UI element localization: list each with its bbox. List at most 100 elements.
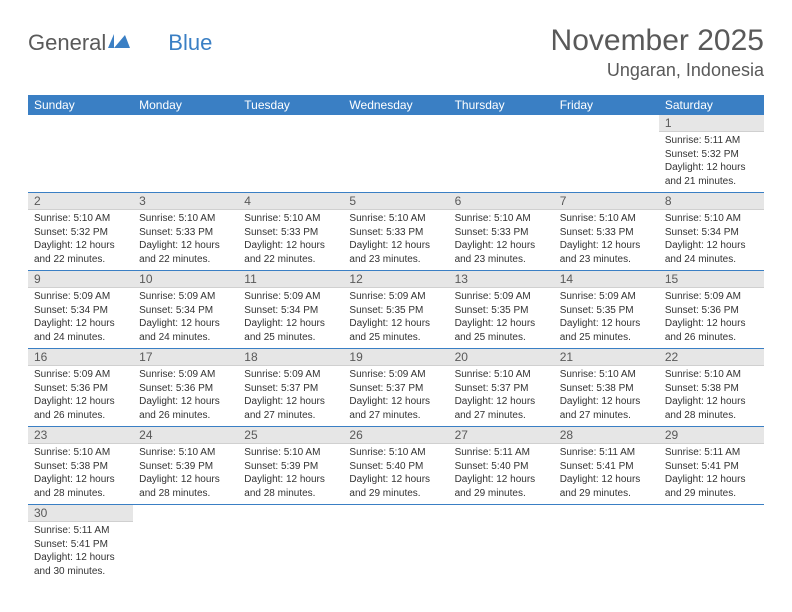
calendar-cell xyxy=(343,115,448,193)
weekday-header: Tuesday xyxy=(238,95,343,115)
day-number: 30 xyxy=(28,505,133,522)
day-body: Sunrise: 5:09 AMSunset: 5:36 PMDaylight:… xyxy=(133,366,238,426)
weekday-header: Friday xyxy=(554,95,659,115)
day-number: 27 xyxy=(449,427,554,444)
day-number: 9 xyxy=(28,271,133,288)
calendar-cell: 5Sunrise: 5:10 AMSunset: 5:33 PMDaylight… xyxy=(343,193,448,271)
day-body: Sunrise: 5:11 AMSunset: 5:40 PMDaylight:… xyxy=(449,444,554,504)
title-block: November 2025 Ungaran, Indonesia xyxy=(551,24,764,81)
day-number: 11 xyxy=(238,271,343,288)
day-number: 5 xyxy=(343,193,448,210)
day-body: Sunrise: 5:10 AMSunset: 5:33 PMDaylight:… xyxy=(343,210,448,270)
day-body: Sunrise: 5:10 AMSunset: 5:38 PMDaylight:… xyxy=(28,444,133,504)
flag-icon xyxy=(108,30,130,56)
day-number: 2 xyxy=(28,193,133,210)
weekday-header: Thursday xyxy=(449,95,554,115)
calendar-cell xyxy=(133,115,238,193)
weekday-header-row: Sunday Monday Tuesday Wednesday Thursday… xyxy=(28,95,764,115)
day-body: Sunrise: 5:10 AMSunset: 5:34 PMDaylight:… xyxy=(659,210,764,270)
day-number: 10 xyxy=(133,271,238,288)
day-number: 7 xyxy=(554,193,659,210)
day-number: 29 xyxy=(659,427,764,444)
day-body: Sunrise: 5:09 AMSunset: 5:35 PMDaylight:… xyxy=(554,288,659,348)
day-body: Sunrise: 5:09 AMSunset: 5:34 PMDaylight:… xyxy=(28,288,133,348)
calendar-cell xyxy=(343,505,448,583)
location: Ungaran, Indonesia xyxy=(551,60,764,81)
day-number: 1 xyxy=(659,115,764,132)
calendar-cell xyxy=(554,115,659,193)
day-number: 4 xyxy=(238,193,343,210)
day-body: Sunrise: 5:10 AMSunset: 5:33 PMDaylight:… xyxy=(238,210,343,270)
logo-text-general: General xyxy=(28,30,106,56)
calendar-cell: 10Sunrise: 5:09 AMSunset: 5:34 PMDayligh… xyxy=(133,271,238,349)
day-body: Sunrise: 5:10 AMSunset: 5:39 PMDaylight:… xyxy=(238,444,343,504)
calendar-cell xyxy=(238,505,343,583)
calendar-cell: 8Sunrise: 5:10 AMSunset: 5:34 PMDaylight… xyxy=(659,193,764,271)
day-body: Sunrise: 5:10 AMSunset: 5:33 PMDaylight:… xyxy=(133,210,238,270)
calendar-cell: 24Sunrise: 5:10 AMSunset: 5:39 PMDayligh… xyxy=(133,427,238,505)
calendar-cell: 17Sunrise: 5:09 AMSunset: 5:36 PMDayligh… xyxy=(133,349,238,427)
month-title: November 2025 xyxy=(551,24,764,58)
calendar-cell: 3Sunrise: 5:10 AMSunset: 5:33 PMDaylight… xyxy=(133,193,238,271)
day-body: Sunrise: 5:11 AMSunset: 5:41 PMDaylight:… xyxy=(554,444,659,504)
day-body: Sunrise: 5:10 AMSunset: 5:32 PMDaylight:… xyxy=(28,210,133,270)
calendar-row: 9Sunrise: 5:09 AMSunset: 5:34 PMDaylight… xyxy=(28,271,764,349)
calendar-cell: 6Sunrise: 5:10 AMSunset: 5:33 PMDaylight… xyxy=(449,193,554,271)
day-body: Sunrise: 5:10 AMSunset: 5:40 PMDaylight:… xyxy=(343,444,448,504)
day-number: 21 xyxy=(554,349,659,366)
weekday-header: Sunday xyxy=(28,95,133,115)
day-number: 3 xyxy=(133,193,238,210)
day-body: Sunrise: 5:10 AMSunset: 5:38 PMDaylight:… xyxy=(554,366,659,426)
calendar-cell: 2Sunrise: 5:10 AMSunset: 5:32 PMDaylight… xyxy=(28,193,133,271)
day-number: 17 xyxy=(133,349,238,366)
weekday-header: Saturday xyxy=(659,95,764,115)
logo-text-blue: Blue xyxy=(168,30,212,56)
calendar-cell: 4Sunrise: 5:10 AMSunset: 5:33 PMDaylight… xyxy=(238,193,343,271)
day-number: 18 xyxy=(238,349,343,366)
calendar-cell: 29Sunrise: 5:11 AMSunset: 5:41 PMDayligh… xyxy=(659,427,764,505)
day-body: Sunrise: 5:09 AMSunset: 5:37 PMDaylight:… xyxy=(238,366,343,426)
calendar-cell xyxy=(28,115,133,193)
calendar-cell: 27Sunrise: 5:11 AMSunset: 5:40 PMDayligh… xyxy=(449,427,554,505)
calendar-cell: 30Sunrise: 5:11 AMSunset: 5:41 PMDayligh… xyxy=(28,505,133,583)
calendar-cell: 26Sunrise: 5:10 AMSunset: 5:40 PMDayligh… xyxy=(343,427,448,505)
calendar-cell: 14Sunrise: 5:09 AMSunset: 5:35 PMDayligh… xyxy=(554,271,659,349)
day-number: 16 xyxy=(28,349,133,366)
day-number: 8 xyxy=(659,193,764,210)
calendar-cell: 1Sunrise: 5:11 AMSunset: 5:32 PMDaylight… xyxy=(659,115,764,193)
day-number: 28 xyxy=(554,427,659,444)
weekday-header: Wednesday xyxy=(343,95,448,115)
day-body: Sunrise: 5:10 AMSunset: 5:33 PMDaylight:… xyxy=(449,210,554,270)
calendar-cell: 28Sunrise: 5:11 AMSunset: 5:41 PMDayligh… xyxy=(554,427,659,505)
day-number: 26 xyxy=(343,427,448,444)
calendar-cell xyxy=(554,505,659,583)
calendar-table: Sunday Monday Tuesday Wednesday Thursday… xyxy=(28,95,764,582)
calendar-cell xyxy=(133,505,238,583)
day-body: Sunrise: 5:11 AMSunset: 5:41 PMDaylight:… xyxy=(28,522,133,582)
calendar-cell: 25Sunrise: 5:10 AMSunset: 5:39 PMDayligh… xyxy=(238,427,343,505)
calendar-cell: 12Sunrise: 5:09 AMSunset: 5:35 PMDayligh… xyxy=(343,271,448,349)
day-body: Sunrise: 5:09 AMSunset: 5:34 PMDaylight:… xyxy=(238,288,343,348)
day-body: Sunrise: 5:09 AMSunset: 5:35 PMDaylight:… xyxy=(449,288,554,348)
day-number: 19 xyxy=(343,349,448,366)
calendar-cell: 22Sunrise: 5:10 AMSunset: 5:38 PMDayligh… xyxy=(659,349,764,427)
calendar-cell xyxy=(449,115,554,193)
calendar-cell: 15Sunrise: 5:09 AMSunset: 5:36 PMDayligh… xyxy=(659,271,764,349)
day-number: 13 xyxy=(449,271,554,288)
calendar-cell: 19Sunrise: 5:09 AMSunset: 5:37 PMDayligh… xyxy=(343,349,448,427)
day-number: 12 xyxy=(343,271,448,288)
logo: General Blue xyxy=(28,24,212,56)
calendar-cell: 11Sunrise: 5:09 AMSunset: 5:34 PMDayligh… xyxy=(238,271,343,349)
calendar-cell xyxy=(449,505,554,583)
calendar-row: 2Sunrise: 5:10 AMSunset: 5:32 PMDaylight… xyxy=(28,193,764,271)
calendar-row: 23Sunrise: 5:10 AMSunset: 5:38 PMDayligh… xyxy=(28,427,764,505)
day-body: Sunrise: 5:09 AMSunset: 5:35 PMDaylight:… xyxy=(343,288,448,348)
day-body: Sunrise: 5:09 AMSunset: 5:36 PMDaylight:… xyxy=(659,288,764,348)
day-number: 15 xyxy=(659,271,764,288)
calendar-cell: 18Sunrise: 5:09 AMSunset: 5:37 PMDayligh… xyxy=(238,349,343,427)
calendar-cell: 23Sunrise: 5:10 AMSunset: 5:38 PMDayligh… xyxy=(28,427,133,505)
calendar-row: 16Sunrise: 5:09 AMSunset: 5:36 PMDayligh… xyxy=(28,349,764,427)
day-number: 6 xyxy=(449,193,554,210)
day-body: Sunrise: 5:11 AMSunset: 5:41 PMDaylight:… xyxy=(659,444,764,504)
calendar-cell: 16Sunrise: 5:09 AMSunset: 5:36 PMDayligh… xyxy=(28,349,133,427)
